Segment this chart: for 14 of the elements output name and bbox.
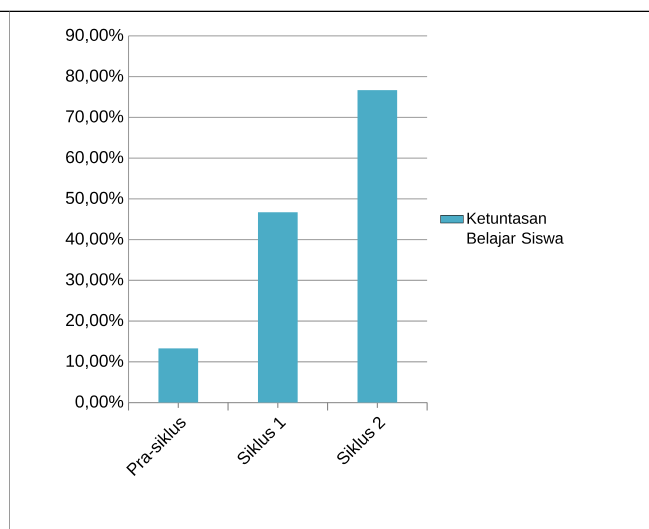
- bar: [158, 348, 198, 402]
- bar: [258, 212, 298, 402]
- bar: [358, 90, 398, 402]
- y-tick-label: 50,00%: [66, 192, 124, 206]
- y-tick-label: 30,00%: [66, 273, 124, 288]
- y-tick-label: 90,00%: [66, 28, 124, 43]
- y-tick-label: 20,00%: [66, 314, 124, 328]
- y-tick-label: 80,00%: [66, 69, 124, 84]
- y-tick-label: 70,00%: [66, 110, 124, 124]
- y-tick-label: 40,00%: [66, 232, 124, 247]
- y-tick-label: 0,00%: [76, 395, 124, 410]
- y-tick-label: 60,00%: [66, 150, 124, 166]
- y-tick-label: 10,00%: [66, 354, 124, 369]
- legend-label: Ketuntasan Belajar Siswa: [468, 212, 564, 247]
